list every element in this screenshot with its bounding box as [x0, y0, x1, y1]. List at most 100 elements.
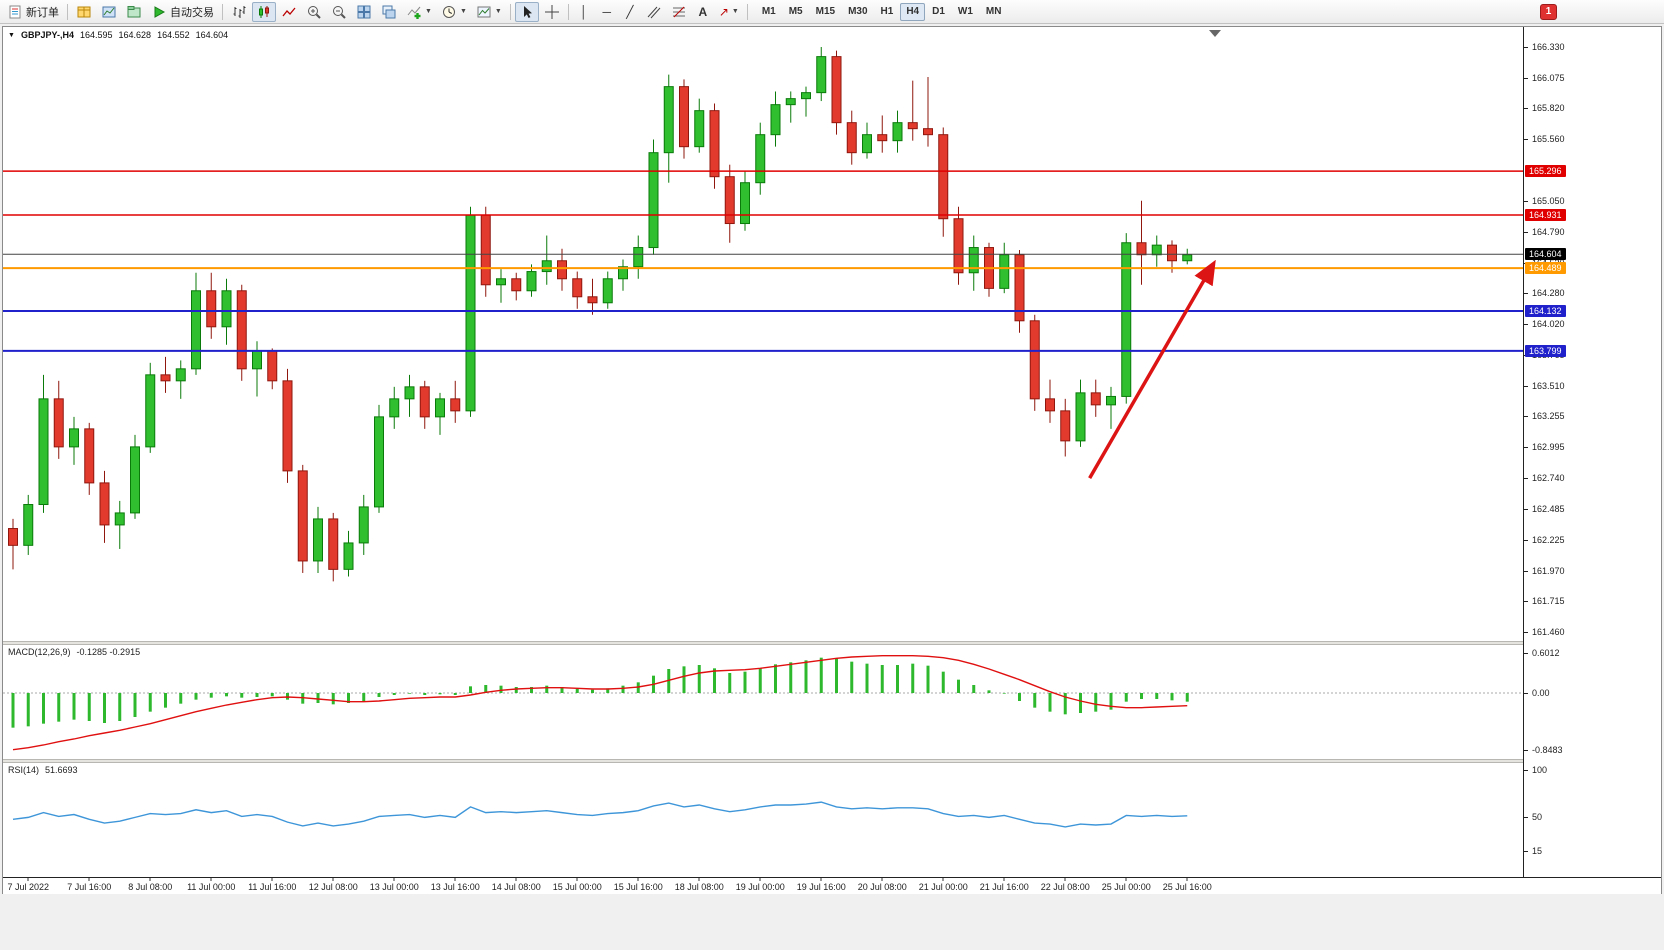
- axis-tick: [1524, 652, 1528, 654]
- time-label: 12 Jul 08:00: [308, 882, 358, 892]
- timeframe-h1-button[interactable]: H1: [880, 6, 894, 17]
- channel-tool-button[interactable]: [642, 2, 666, 22]
- y-axis-label: 0.6012: [1532, 647, 1560, 658]
- autotrading-play-icon: [154, 5, 166, 18]
- vertical-line-tool-button[interactable]: │: [573, 2, 595, 22]
- axis-tick: [1524, 570, 1528, 572]
- y-axis-label: 165.820: [1532, 103, 1565, 114]
- macd-canvas[interactable]: [3, 645, 1523, 759]
- price-axis[interactable]: 166.330 166.075 165.820 165.560 165.050 164.7…: [1523, 27, 1661, 877]
- time-label: 11 Jul 00:00: [187, 882, 236, 892]
- market-watch-icon: [77, 6, 91, 17]
- axis-tick: [1524, 200, 1528, 202]
- autotrading-label: 自动交易: [170, 6, 214, 19]
- cascade-windows-button[interactable]: [377, 2, 401, 22]
- y-axis-label: 165.050: [1532, 195, 1565, 206]
- chart-shift-marker[interactable]: [1209, 30, 1221, 37]
- time-label: 7 Jul 16:00: [67, 882, 112, 892]
- time-label: 15 Jul 16:00: [613, 882, 663, 892]
- indicators-button[interactable]: ▼: [402, 2, 436, 22]
- axis-tick: [1524, 478, 1528, 480]
- time-tick: [271, 878, 273, 881]
- zoom-in-button[interactable]: [302, 2, 326, 22]
- axis-tick: [1524, 324, 1528, 326]
- periods-button[interactable]: ▼: [437, 2, 471, 22]
- navigator-button[interactable]: [122, 2, 146, 22]
- price-chart-canvas[interactable]: [3, 27, 1523, 641]
- axis-tick: [1524, 769, 1528, 771]
- rsi-value: 51.6693: [45, 765, 78, 775]
- template-image-icon: [477, 6, 491, 17]
- clock-icon: [442, 5, 455, 18]
- time-tick: [88, 878, 90, 881]
- y-axis-label: 161.460: [1532, 626, 1565, 637]
- candlestick-mode-button[interactable]: [252, 1, 276, 22]
- ohlc-close: 164.604: [195, 30, 229, 40]
- autotrading-button[interactable]: 自动交易: [147, 2, 218, 22]
- channel-icon: [647, 6, 661, 18]
- y-axis-label: 164.020: [1532, 319, 1565, 330]
- y-axis-label: 162.485: [1532, 503, 1565, 514]
- axis-tick: [1524, 631, 1528, 633]
- bar-chart-mode-button[interactable]: [227, 2, 251, 22]
- symbol-caret-icon: ▼: [8, 31, 15, 39]
- axis-tick: [1524, 139, 1528, 141]
- axis-tick: [1524, 293, 1528, 295]
- time-label: 7 Jul 2022: [7, 882, 50, 892]
- price-chart-panel[interactable]: ▼ GBPJPY-,H4 164.595 164.628 164.552 164…: [3, 27, 1523, 641]
- price-badge: 165.296: [1525, 165, 1566, 178]
- new-order-button[interactable]: 新订单: [3, 2, 63, 22]
- tile-windows-icon: [357, 5, 371, 18]
- y-axis-label: 164.280: [1532, 288, 1565, 299]
- ohlc-low: 164.552: [157, 30, 190, 40]
- price-badge: 164.489: [1525, 262, 1566, 275]
- time-label: 15 Jul 00:00: [552, 882, 602, 892]
- notification-badge[interactable]: 1: [1540, 3, 1557, 20]
- line-chart-mode-button[interactable]: [277, 2, 301, 22]
- macd-label: MACD(12,26,9) -0.1285 -0.2915: [8, 647, 140, 657]
- timeframe-m15-button[interactable]: M15: [815, 6, 836, 17]
- y-axis-label: 0.00: [1532, 688, 1550, 698]
- templates-button[interactable]: ▼: [472, 2, 506, 22]
- trendline-tool-button[interactable]: ╱: [619, 2, 641, 22]
- trend-arrow-annotation[interactable]: [1088, 259, 1216, 479]
- toolbar-separator: [67, 3, 68, 20]
- timeframe-m1-button[interactable]: M1: [761, 6, 776, 17]
- macd-panel[interactable]: MACD(12,26,9) -0.1285 -0.2915: [3, 645, 1523, 759]
- tile-windows-button[interactable]: [352, 2, 376, 22]
- panel-splitter[interactable]: [3, 641, 1661, 645]
- timeframe-d1-button[interactable]: D1: [932, 6, 945, 17]
- levels-layer: [3, 170, 1523, 352]
- timeframe-m30-button[interactable]: M30: [848, 6, 868, 17]
- data-window-button[interactable]: [97, 2, 121, 22]
- candlestick-icon: [259, 5, 269, 18]
- y-axis-label: 166.330: [1532, 42, 1565, 52]
- arrows-tool-button[interactable]: ↗ ▼: [715, 2, 743, 22]
- chevron-down-icon: ▼: [459, 8, 467, 15]
- zoom-out-button[interactable]: [327, 2, 351, 22]
- rsi-canvas[interactable]: [3, 763, 1523, 875]
- axis-tick: [1524, 47, 1528, 48]
- text-tool-button[interactable]: A: [692, 2, 714, 22]
- timeframe-h4-button[interactable]: H4: [900, 2, 926, 21]
- timeframe-w1-button[interactable]: W1: [957, 6, 973, 17]
- time-tick: [1003, 878, 1005, 881]
- fibonacci-tool-button[interactable]: [667, 2, 691, 22]
- y-axis-label: 15: [1532, 845, 1543, 856]
- panel-splitter[interactable]: [3, 759, 1661, 763]
- y-axis-label: 166.075: [1532, 72, 1565, 83]
- timeframe-mn-button[interactable]: MN: [985, 6, 1002, 17]
- macd-name: MACD(12,26,9): [8, 647, 71, 657]
- timeframe-m5-button[interactable]: M5: [788, 6, 803, 17]
- price-badge: 164.132: [1525, 304, 1566, 317]
- cursor-tool-button[interactable]: [514, 1, 539, 22]
- time-label: 13 Jul 00:00: [369, 882, 419, 892]
- horizontal-line-tool-button[interactable]: ─: [596, 2, 618, 22]
- rsi-panel[interactable]: RSI(14) 51.6693: [3, 763, 1523, 875]
- time-axis[interactable]: 7 Jul 2022 7 Jul 16:00 8 Jul 08:00 11 Jul 0…: [3, 877, 1661, 894]
- y-axis-label: 163.255: [1532, 411, 1565, 422]
- y-axis-label: 161.715: [1532, 596, 1565, 607]
- market-watch-button[interactable]: [72, 2, 96, 22]
- crosshair-icon: [544, 4, 559, 19]
- crosshair-tool-button[interactable]: [540, 2, 564, 22]
